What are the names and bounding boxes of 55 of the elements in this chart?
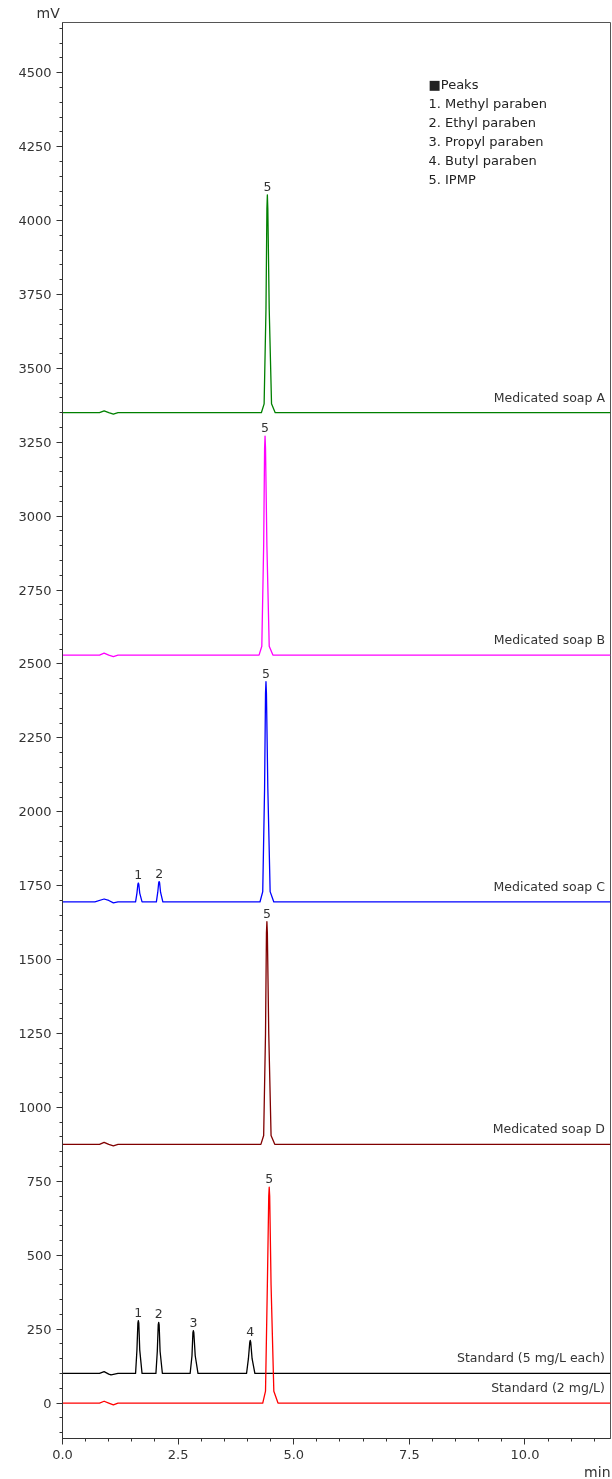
line-series [62, 1319, 611, 1376]
x-tick-label: 0.0 [52, 1446, 73, 1462]
annotation: 5 [263, 178, 272, 194]
annotation: 3. Propyl paraben [428, 134, 544, 149]
line-series [62, 194, 611, 415]
annotation: 5 [262, 905, 271, 921]
series-label: Medicated soap B [493, 632, 605, 648]
y-tick-label: 3000 [18, 508, 52, 524]
annotation: 4 [246, 1324, 255, 1340]
x-axis-title: min [584, 1463, 611, 1479]
series-label: Medicated soap A [493, 389, 606, 405]
x-tick-label: 7.5 [399, 1446, 420, 1462]
y-tick-label: 1250 [18, 1026, 52, 1042]
y-tick-label: 2500 [18, 656, 52, 672]
y-tick-label: 1750 [18, 878, 52, 894]
y-tick-label: 4250 [18, 139, 52, 155]
series-label: Standard (5 mg/L each) [457, 1350, 605, 1366]
y-tick-label: 3500 [18, 360, 52, 376]
x-tick-label: 5.0 [283, 1446, 305, 1462]
annotation: ■Peaks [428, 77, 479, 92]
y-tick-label: 3750 [18, 286, 52, 302]
annotation: 5. IPMP [428, 172, 476, 187]
y-axis-title: mV [36, 4, 61, 21]
line-series [62, 435, 611, 658]
y-tick-label: 1500 [18, 952, 52, 968]
y-tick-label: 0 [43, 1395, 52, 1411]
annotation: 1 [134, 1304, 143, 1320]
y-tick-label: 4500 [18, 65, 52, 81]
annotation: 2 [154, 1306, 163, 1322]
y-tick-label: 4000 [18, 213, 52, 229]
annotation: 5 [262, 665, 270, 681]
y-tick-label: 500 [26, 1247, 52, 1263]
line-series [62, 1186, 611, 1406]
y-tick-label: 3250 [18, 434, 52, 450]
series-label: Medicated soap D [492, 1121, 605, 1137]
annotation: 2. Ethyl paraben [428, 115, 537, 130]
annotation: 5 [261, 420, 270, 436]
line-series [62, 681, 611, 904]
y-tick-label: 2000 [18, 804, 52, 820]
x-tick-label: 10.0 [510, 1446, 540, 1462]
series-label: Medicated soap C [493, 878, 606, 894]
y-tick-label: 2250 [18, 730, 52, 746]
annotation: 4. Butyl paraben [428, 153, 537, 168]
line-series [62, 921, 611, 1147]
annotation: 1 [134, 867, 143, 883]
y-tick-label: 2750 [18, 582, 52, 598]
x-tick-label: 2.5 [167, 1446, 189, 1462]
y-tick-label: 750 [26, 1173, 52, 1189]
y-tick-label: 250 [26, 1321, 52, 1337]
annotation: 5 [265, 1171, 274, 1187]
annotation: 2 [155, 865, 164, 881]
annotation: 1. Methyl paraben [428, 96, 548, 111]
series-label: Standard (2 mg/L) [491, 1380, 605, 1396]
y-tick-label: 1000 [18, 1099, 52, 1115]
annotation: 3 [189, 1314, 198, 1330]
